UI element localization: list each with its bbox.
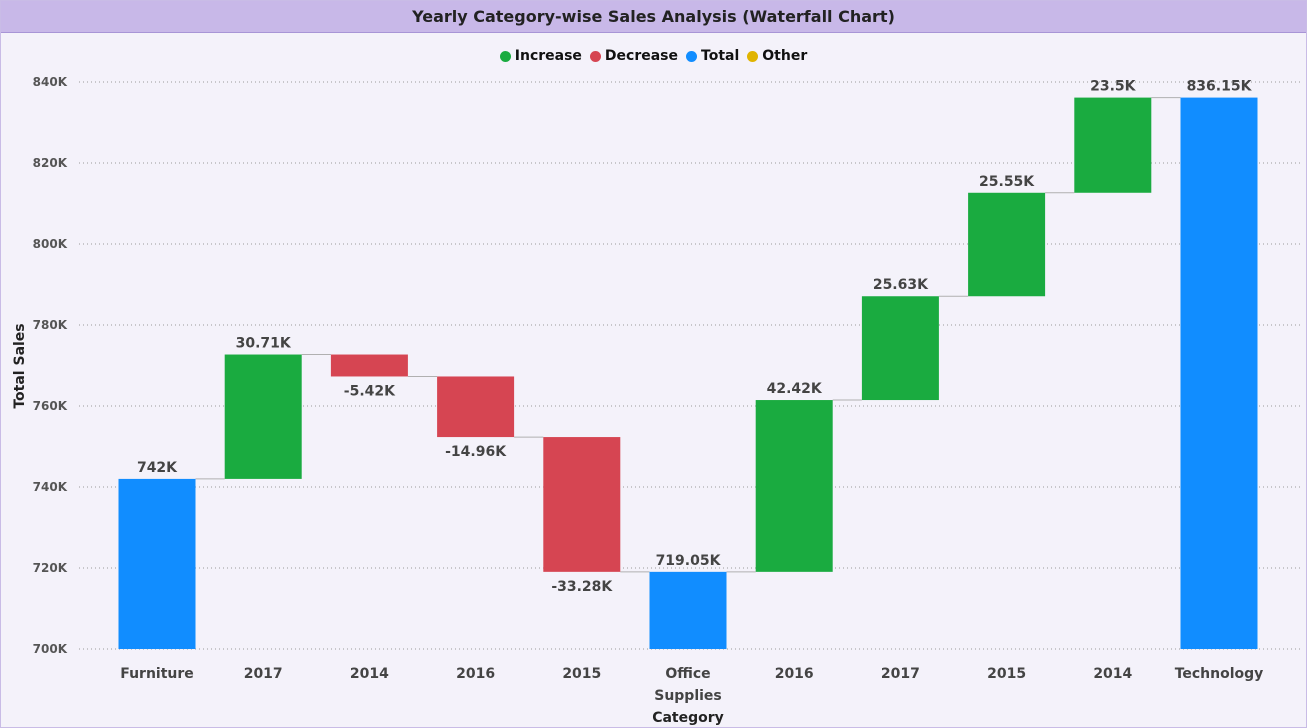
x-tick-label: Technology bbox=[1175, 666, 1264, 682]
legend-dot-total bbox=[686, 50, 698, 62]
connector-layer bbox=[195, 97, 1181, 573]
x-tick-label: 2014 bbox=[350, 666, 389, 682]
legend-item-increase[interactable]: Increase bbox=[499, 48, 582, 64]
chart-legend: Increase Decrease Total Other bbox=[1, 45, 1306, 67]
bar-increase[interactable] bbox=[861, 296, 939, 401]
bar-total[interactable] bbox=[649, 571, 727, 649]
bar-decrease[interactable] bbox=[330, 354, 408, 377]
bar-increase[interactable] bbox=[224, 354, 302, 479]
y-tick-label: 780K bbox=[33, 318, 68, 332]
y-tick-label: 800K bbox=[33, 237, 68, 251]
y-tick-label: 840K bbox=[33, 75, 68, 89]
legend-item-total[interactable]: Total bbox=[686, 48, 739, 64]
legend-item-decrease[interactable]: Decrease bbox=[589, 48, 679, 64]
bar-increase[interactable] bbox=[1074, 97, 1152, 193]
bar-total[interactable] bbox=[1180, 97, 1258, 649]
y-tick-label: 820K bbox=[33, 156, 68, 170]
legend-label-total: Total bbox=[701, 48, 740, 64]
chart-title-bar: Yearly Category-wise Sales Analysis (Wat… bbox=[1, 1, 1306, 33]
grid-layer: 700K 720K 740K 760K 780K 800K 820K 840K bbox=[33, 75, 1301, 656]
bar-decrease[interactable] bbox=[437, 376, 515, 438]
x-tick-label: 2014 bbox=[1093, 666, 1132, 682]
data-label: 25.55K bbox=[979, 174, 1035, 190]
x-tick-label: 2017 bbox=[881, 666, 920, 682]
legend-dot-other bbox=[747, 50, 759, 62]
data-label: 23.5K bbox=[1090, 79, 1137, 95]
x-tick-label: Office bbox=[665, 666, 710, 682]
x-tick-label: 2016 bbox=[775, 666, 814, 682]
bar-increase[interactable] bbox=[755, 400, 833, 572]
data-label: -33.28K bbox=[551, 579, 613, 595]
chart-title: Yearly Category-wise Sales Analysis (Wat… bbox=[412, 7, 895, 26]
data-label: 742K bbox=[137, 460, 178, 476]
x-tick-label: 2015 bbox=[562, 666, 601, 682]
data-label: 719.05K bbox=[656, 553, 722, 569]
y-tick-label: 720K bbox=[33, 561, 68, 575]
legend-label-increase: Increase bbox=[514, 48, 582, 64]
x-axis-title: Category bbox=[652, 710, 724, 726]
data-label: -5.42K bbox=[344, 383, 396, 399]
x-tick-label: 2016 bbox=[456, 666, 495, 682]
y-axis-title: Total Sales bbox=[12, 323, 28, 408]
y-tick-label: 760K bbox=[33, 399, 68, 413]
y-tick-label: 700K bbox=[33, 642, 68, 656]
bar-layer bbox=[118, 97, 1258, 649]
bar-decrease[interactable] bbox=[543, 437, 621, 572]
data-label: 25.63K bbox=[873, 277, 929, 293]
bar-increase[interactable] bbox=[968, 192, 1046, 297]
legend-item-other[interactable]: Other bbox=[747, 48, 807, 64]
legend-dot-increase bbox=[499, 50, 511, 62]
y-tick-label: 740K bbox=[33, 480, 68, 494]
legend-label-other: Other bbox=[762, 48, 808, 64]
x-tick-label: Furniture bbox=[120, 666, 194, 682]
x-tick-label: 2015 bbox=[987, 666, 1026, 682]
label-layer: 742K Furniture 30.71K 2017 -5.42K 2014 -14.96K… bbox=[120, 79, 1263, 704]
data-label: 836.15K bbox=[1187, 79, 1253, 95]
legend-dot-decrease bbox=[589, 50, 601, 62]
data-label: 30.71K bbox=[236, 336, 292, 352]
data-label: 42.42K bbox=[767, 381, 823, 397]
x-tick-label: Supplies bbox=[654, 688, 722, 704]
data-label: -14.96K bbox=[445, 444, 507, 460]
x-tick-label: 2017 bbox=[244, 666, 283, 682]
legend-label-decrease: Decrease bbox=[604, 48, 679, 64]
bar-total[interactable] bbox=[118, 478, 196, 649]
